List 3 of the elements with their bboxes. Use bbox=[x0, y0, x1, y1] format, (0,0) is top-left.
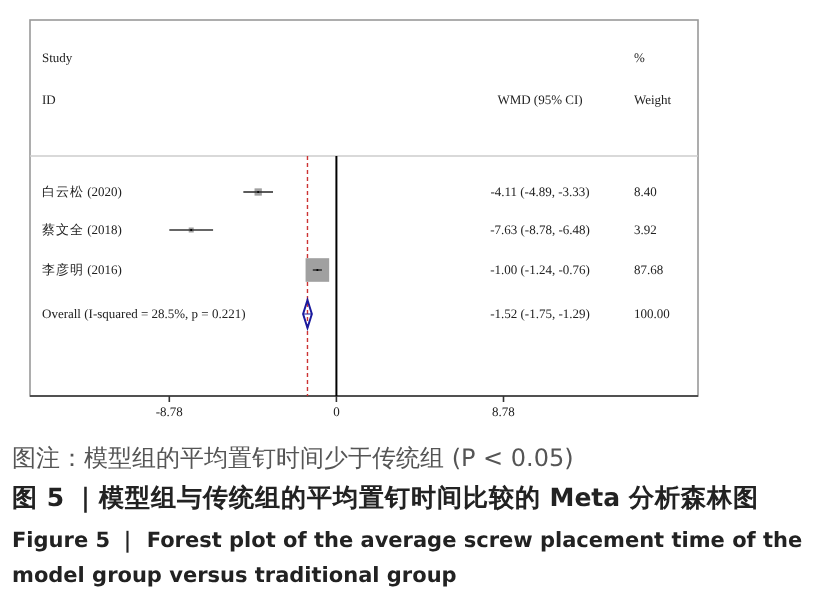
caption: Figure 5 ｜ Forest plot of the average screw placement time of the model group versus traditional group bbox=[12, 528, 803, 588]
text: 图注：模型组的平均置钉时间少于传统组 (P < 0.05) bbox=[12, 444, 574, 472]
caption: 图 5 ｜模型组与传统组的平均置钉时间比较的 Meta 分析森林图 bbox=[12, 481, 759, 514]
